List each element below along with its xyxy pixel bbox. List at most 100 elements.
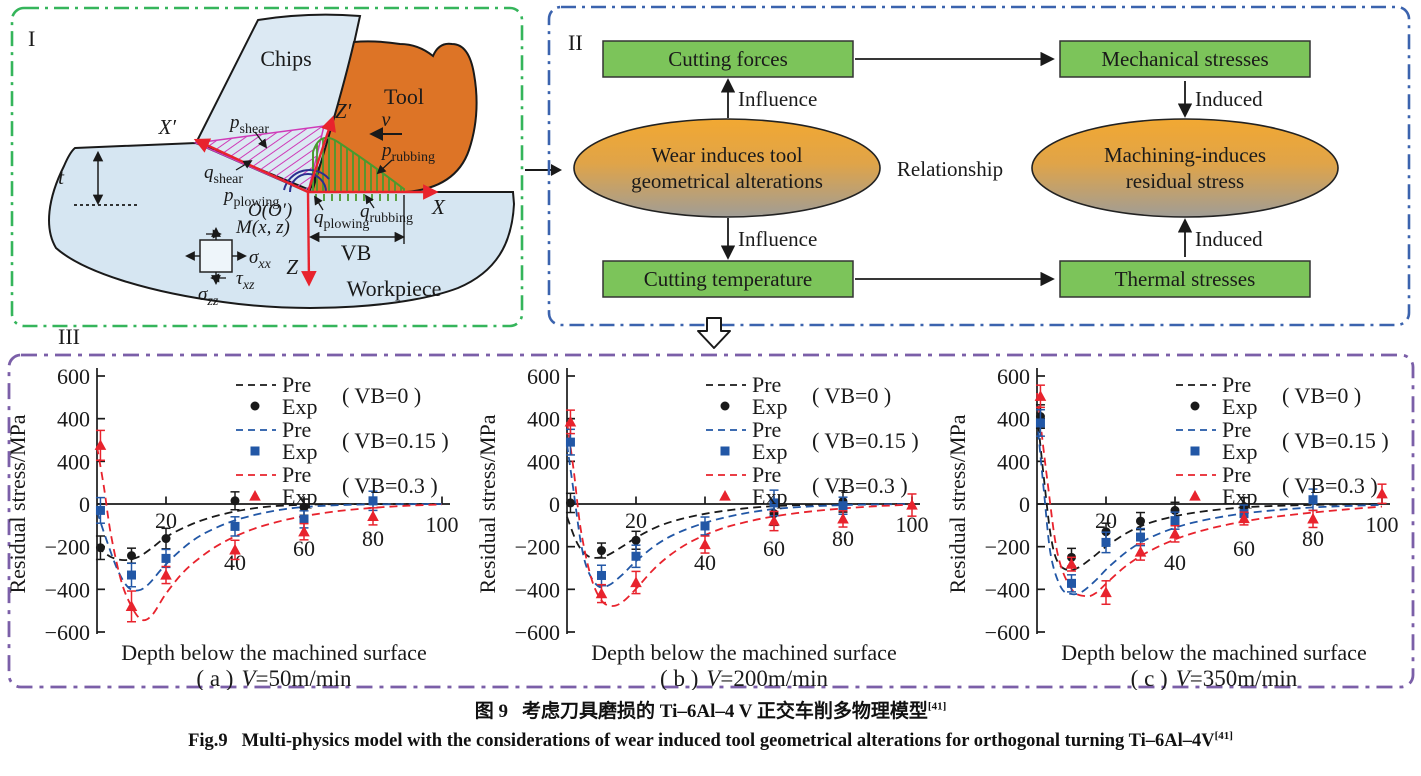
panel-3-border [7, 353, 1415, 689]
p-shear-label: pshear [228, 112, 269, 137]
y-tick-label: −600 [985, 620, 1030, 645]
x-tick-label: 20 [155, 508, 177, 533]
legend-marker-sample [719, 490, 731, 501]
exp-marker [299, 514, 309, 524]
subtitle-value: =350m/min [1190, 666, 1298, 690]
chart-subtitle: ( b ) V=200m/min [660, 666, 828, 690]
vb-label: VB [341, 240, 372, 265]
legend-exp-label: Exp [752, 484, 787, 509]
cutting-speed-label: v [382, 109, 391, 131]
exp-marker [631, 535, 641, 545]
exp-marker [1136, 516, 1145, 526]
legend-exp-label: Exp [282, 394, 317, 419]
panel-1-label: I [28, 26, 35, 51]
legend-marker-sample [249, 490, 261, 501]
legend-exp-label: Exp [1222, 439, 1257, 464]
x-tick-label: 40 [694, 550, 716, 575]
panel-3-border-svg [7, 353, 1415, 689]
induced-bottom-label: Induced [1195, 227, 1263, 251]
panel-1-border [10, 6, 524, 328]
exp-marker [565, 437, 575, 447]
z-prime-axis [306, 115, 336, 193]
y-tick-label: 400 [57, 407, 90, 432]
legend-exp-label: Exp [1222, 484, 1257, 509]
exp-marker [229, 543, 241, 555]
y-tick-label: −200 [515, 535, 560, 560]
legend-pre-label: Pre [752, 462, 781, 487]
exp-marker [367, 510, 379, 521]
exp-marker [1170, 516, 1180, 526]
relationship-label: Relationship [897, 157, 1003, 181]
legend-pre-label: Pre [752, 372, 781, 397]
legend-condition-label: ( VB=0 ) [342, 383, 421, 408]
exp-marker [230, 496, 240, 506]
ellipse-wear-alterations [573, 118, 881, 218]
x-tick-label: 100 [1366, 512, 1399, 537]
exp-marker [1035, 418, 1045, 428]
influence-top-label: Influence [738, 87, 817, 111]
subtitle-tag: ( a ) [196, 666, 233, 690]
exp-marker [699, 538, 711, 550]
exp-marker [768, 515, 780, 526]
caption-chinese-ref: [41] [927, 700, 947, 713]
q-rubbing-label: qrubbing [360, 201, 413, 226]
exp-marker [1238, 512, 1250, 524]
x-tick-label: 80 [362, 526, 384, 551]
x-tick-label: 80 [832, 526, 854, 551]
ellipse-residual-line2: residual stress [1126, 169, 1244, 193]
panel2-to-panel3-arrow-icon [697, 317, 731, 349]
x-tick-label: 60 [1233, 536, 1255, 561]
x-axis-label: Depth below the machined surface [121, 640, 426, 665]
subtitle-tag: ( c ) [1131, 666, 1168, 690]
z-axis-label: Z [286, 255, 298, 279]
chips-label: Chips [260, 46, 311, 71]
pre-curve [566, 444, 913, 589]
panel-2-label: II [568, 30, 583, 55]
z-axis [301, 191, 317, 287]
y-axis-label: Residual stress/MPa [8, 414, 30, 593]
exp-marker [1307, 512, 1319, 524]
exp-marker [1100, 586, 1112, 598]
exp-marker [700, 521, 710, 531]
exp-marker [631, 551, 641, 561]
legend-pre-label: Pre [282, 462, 311, 487]
box-cutting-forces-label: Cutting forces [668, 47, 788, 71]
legend-condition-label: ( VB=0.3 ) [1282, 473, 1378, 498]
x-axis-label: Depth below the machined surface [591, 640, 896, 665]
rubbing-stress-distribution [312, 136, 405, 193]
x-prime-label: X′ [158, 115, 177, 139]
exp-marker [597, 546, 606, 556]
y-tick-label: 600 [57, 364, 90, 389]
y-axis-label: Residual stress/MPa [478, 414, 500, 593]
exp-marker [299, 502, 309, 512]
tau-xz-label: τxz [236, 268, 255, 293]
ellipse-wear-line2: geometrical alterations [631, 169, 823, 193]
legend-condition-label: ( VB=0.3 ) [812, 473, 908, 498]
uncut-thickness-label: t [58, 165, 65, 189]
box-mechanical-stresses [1059, 40, 1311, 78]
stress-element [185, 227, 247, 285]
stress-element-square [199, 239, 233, 273]
x-tick-label: 20 [625, 508, 647, 533]
workpiece-label: Workpiece [347, 276, 442, 301]
tool-label: Tool [384, 84, 424, 109]
p-shear-leader [254, 131, 268, 149]
exp-marker [1101, 537, 1111, 547]
subtitle-variable: V [241, 666, 258, 690]
caption-english: Fig.9 Multi-physics model with the consid… [0, 730, 1421, 752]
legend-condition-label: ( VB=0 ) [1282, 383, 1361, 408]
z-prime-label: Z′ [335, 99, 352, 123]
origin-label: O(O′) [248, 200, 292, 221]
legend-marker-sample [1189, 490, 1201, 501]
exp-marker [230, 521, 240, 531]
point-m-label: M(x, z) [235, 217, 290, 238]
legend-exp-label: Exp [282, 484, 317, 509]
legend-marker-sample [1190, 401, 1200, 411]
subtitle-value: =50m/min [256, 666, 353, 690]
pre-curve [96, 503, 443, 592]
pre-curve [1036, 392, 1383, 598]
